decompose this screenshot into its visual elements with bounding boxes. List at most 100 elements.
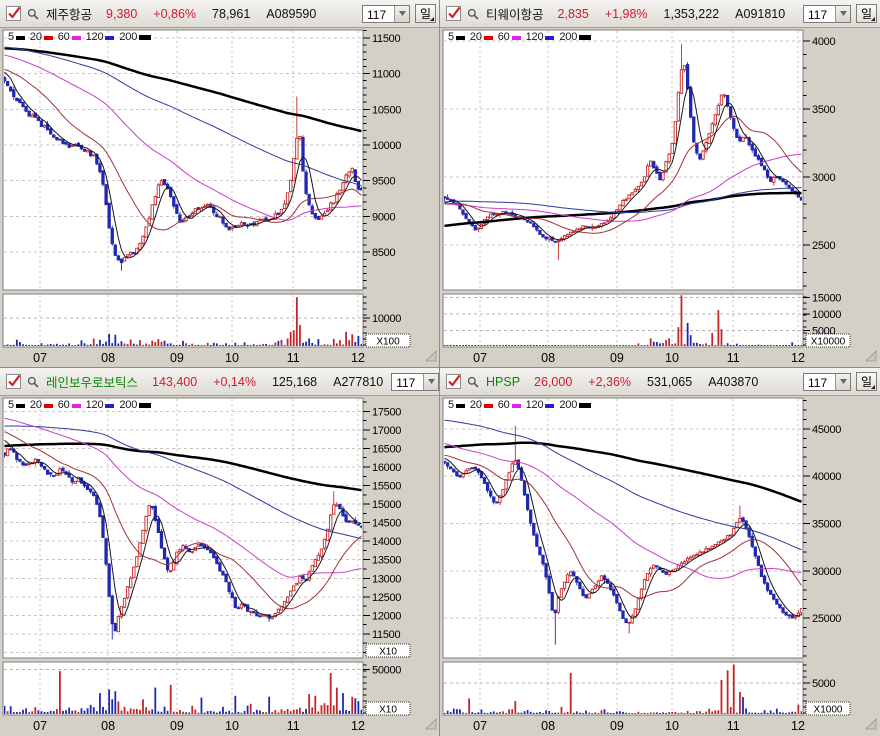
svg-text:07: 07 bbox=[473, 351, 487, 365]
chart-svg: 1100011500120001250013000135001400014500… bbox=[2, 397, 437, 733]
svg-text:30000: 30000 bbox=[812, 566, 841, 578]
svg-text:16000: 16000 bbox=[372, 462, 401, 474]
svg-text:07: 07 bbox=[33, 351, 47, 365]
stock-name[interactable]: 티웨이항공 bbox=[486, 8, 544, 22]
svg-text:13000: 13000 bbox=[372, 573, 401, 585]
svg-text:09: 09 bbox=[170, 351, 184, 365]
svg-text:14500: 14500 bbox=[372, 518, 401, 530]
period-day-button[interactable]: 일 bbox=[856, 372, 877, 391]
svg-text:10000: 10000 bbox=[372, 140, 401, 152]
select-checkbox[interactable] bbox=[6, 6, 21, 21]
svg-text:11: 11 bbox=[287, 719, 300, 733]
select-checkbox[interactable] bbox=[446, 6, 461, 21]
svg-text:50000: 50000 bbox=[372, 664, 401, 676]
svg-text:X10000: X10000 bbox=[811, 337, 846, 348]
svg-text:07: 07 bbox=[33, 719, 47, 733]
chevron-down-icon[interactable] bbox=[423, 373, 439, 390]
svg-text:08: 08 bbox=[101, 719, 115, 733]
svg-text:17000: 17000 bbox=[372, 425, 401, 437]
stock-panel-tway-air: 티웨이항공 2,835 +1,98% 1,353,222 A091810 117… bbox=[440, 0, 880, 368]
stock-change-percent: +2,36% bbox=[588, 374, 632, 389]
svg-text:07: 07 bbox=[473, 719, 487, 733]
candlestick-chart: 8500 9000 9500 10000 10500 11000 11500 10000 07 0… bbox=[0, 28, 438, 366]
svg-text:12: 12 bbox=[351, 719, 365, 733]
bar-count-value[interactable]: 117 bbox=[396, 375, 416, 390]
svg-text:15000: 15000 bbox=[812, 293, 841, 305]
svg-text:14000: 14000 bbox=[372, 536, 401, 548]
svg-text:10: 10 bbox=[665, 351, 679, 365]
search-icon[interactable] bbox=[467, 8, 479, 20]
resize-grip bbox=[865, 350, 877, 362]
chevron-down-icon[interactable] bbox=[835, 5, 850, 22]
stock-price: 2,835 bbox=[557, 6, 589, 21]
svg-text:10: 10 bbox=[225, 351, 239, 365]
svg-text:12: 12 bbox=[351, 351, 365, 365]
chart-svg: 25000 30000 35000 40000 45000 5000 07 08 09 10 11 1… bbox=[442, 397, 877, 733]
stock-name[interactable]: 제주항공 bbox=[46, 8, 93, 22]
bar-count-spinner[interactable]: 117 bbox=[803, 372, 851, 391]
stock-volume: 125,168 bbox=[271, 374, 318, 389]
stock-price: 26,000 bbox=[534, 374, 573, 389]
chevron-down-icon[interactable] bbox=[394, 5, 409, 22]
svg-text:2500: 2500 bbox=[812, 240, 835, 252]
svg-text:09: 09 bbox=[170, 719, 184, 733]
bar-count-value[interactable]: 117 bbox=[808, 7, 828, 22]
bar-count-spinner[interactable]: 117 bbox=[391, 372, 439, 391]
svg-text:11000: 11000 bbox=[372, 69, 400, 81]
candlestick-chart: 2500 3000 3500 4000 5000 10000 15000 07 08 09 10 11… bbox=[440, 28, 878, 366]
svg-text:10000: 10000 bbox=[812, 309, 841, 321]
stock-change-percent: +0,14% bbox=[213, 374, 256, 389]
svg-text:9000: 9000 bbox=[372, 211, 395, 223]
svg-text:9500: 9500 bbox=[372, 176, 395, 188]
bar-count-spinner[interactable]: 117 bbox=[803, 4, 851, 23]
panel-header: 제주항공 9,380 +0,86% 78,961 A089590 117 일 bbox=[0, 0, 439, 28]
select-checkbox[interactable] bbox=[446, 374, 461, 389]
stock-volume: 1,353,222 bbox=[663, 6, 720, 21]
period-day-button[interactable]: 일 bbox=[415, 4, 436, 23]
search-icon[interactable] bbox=[467, 376, 479, 388]
stock-price: 143,400 bbox=[152, 374, 198, 389]
svg-text:25000: 25000 bbox=[812, 613, 841, 625]
bar-count-spinner[interactable]: 117 bbox=[362, 4, 410, 23]
stock-panel-jeju-air: 제주항공 9,380 +0,86% 78,961 A089590 117 일 5… bbox=[0, 0, 440, 368]
panel-header: 티웨이항공 2,835 +1,98% 1,353,222 A091810 117… bbox=[440, 0, 880, 28]
search-icon[interactable] bbox=[27, 8, 39, 20]
stock-name[interactable]: HPSP bbox=[486, 374, 521, 389]
candlestick-chart: 25000 30000 35000 40000 45000 5000 07 08 09 10 11 1… bbox=[440, 396, 878, 734]
period-day-button[interactable]: 일 bbox=[856, 4, 877, 23]
bar-count-value[interactable]: 117 bbox=[808, 375, 828, 390]
bar-count-value[interactable]: 117 bbox=[367, 7, 387, 22]
svg-text:X10: X10 bbox=[379, 647, 397, 658]
chevron-down-icon[interactable] bbox=[835, 373, 850, 390]
svg-text:12500: 12500 bbox=[372, 592, 401, 604]
svg-text:35000: 35000 bbox=[812, 519, 841, 531]
resize-grip bbox=[425, 718, 437, 730]
svg-text:09: 09 bbox=[610, 719, 624, 733]
stock-code: A277810 bbox=[333, 374, 384, 389]
svg-text:08: 08 bbox=[101, 351, 115, 365]
svg-text:16500: 16500 bbox=[372, 443, 401, 455]
stock-price: 9,380 bbox=[106, 6, 138, 21]
svg-text:11500: 11500 bbox=[372, 629, 400, 641]
resize-grip bbox=[425, 350, 437, 362]
stock-code: A089590 bbox=[266, 6, 317, 21]
svg-text:10500: 10500 bbox=[372, 104, 401, 116]
stock-name[interactable]: 레인보우로보틱스 bbox=[46, 376, 139, 390]
svg-text:17500: 17500 bbox=[372, 406, 401, 418]
svg-text:08: 08 bbox=[541, 719, 555, 733]
stock-volume: 78,961 bbox=[212, 6, 251, 21]
svg-text:15000: 15000 bbox=[372, 499, 401, 511]
svg-text:15500: 15500 bbox=[372, 481, 401, 493]
select-checkbox[interactable] bbox=[6, 374, 21, 389]
resize-grip bbox=[865, 718, 877, 730]
svg-text:11: 11 bbox=[727, 719, 740, 733]
svg-text:11: 11 bbox=[727, 351, 740, 365]
candlestick-chart: 1100011500120001250013000135001400014500… bbox=[0, 396, 438, 734]
svg-text:12000: 12000 bbox=[372, 610, 401, 622]
stock-change-percent: +1,98% bbox=[604, 6, 648, 21]
svg-text:45000: 45000 bbox=[812, 424, 841, 436]
search-icon[interactable] bbox=[27, 376, 39, 388]
svg-text:09: 09 bbox=[610, 351, 624, 365]
svg-text:12: 12 bbox=[791, 719, 805, 733]
